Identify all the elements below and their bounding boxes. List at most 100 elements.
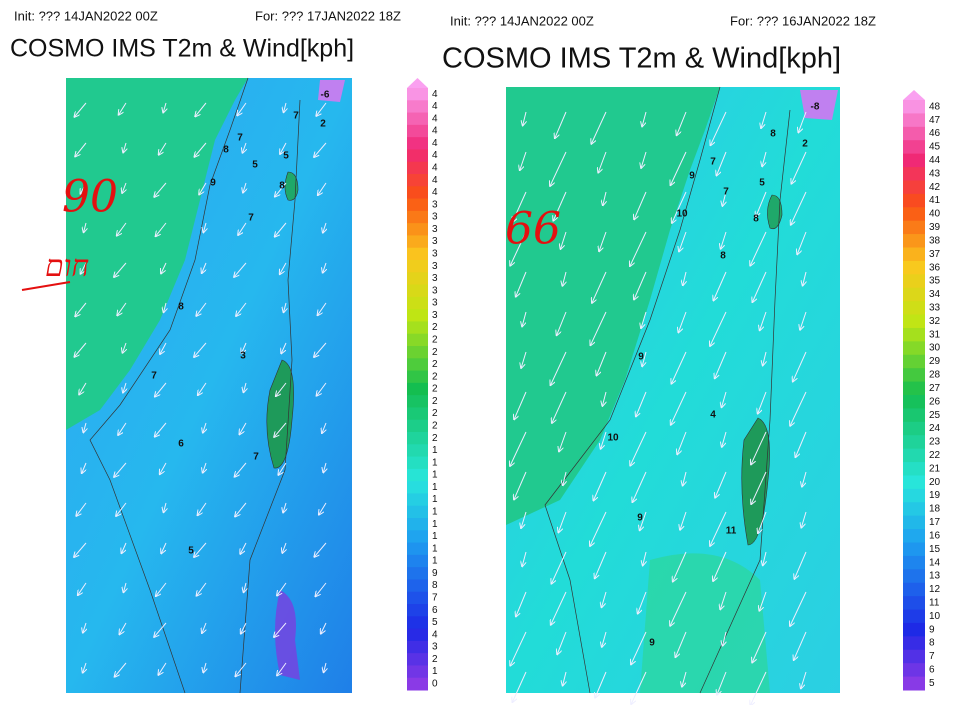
map-label: 7 (710, 157, 716, 168)
colorbar-cell (903, 327, 925, 342)
colorbar-cell (407, 616, 428, 630)
colorbar-label: 4 (432, 175, 438, 186)
wind-arrow (159, 142, 167, 155)
colorbar-label: 48 (929, 101, 941, 112)
colorbar-label: 47 (929, 115, 941, 126)
wind-arrow (244, 582, 246, 592)
wind-arrow (552, 391, 567, 423)
panel: Init: ??? 14JAN2022 00Z For: ??? 17JAN20… (10, 8, 438, 694)
colorbar-label: 41 (929, 195, 941, 206)
wind-arrow (595, 671, 607, 698)
colorbar-cell (903, 260, 925, 275)
wind-arrow (598, 151, 607, 173)
wind-arrow (593, 471, 607, 500)
colorbar-label: 8 (929, 638, 935, 649)
colorbar-label: 24 (929, 423, 941, 434)
wind-arrow (83, 662, 86, 673)
wind-arrow (161, 262, 167, 273)
wind-arrow (523, 111, 526, 125)
colorbar-label: 15 (929, 544, 941, 555)
colorbar-label: 5 (432, 617, 438, 628)
wind-arrow (634, 271, 647, 299)
wind-arrow (516, 271, 527, 297)
map-label: 3 (240, 351, 246, 362)
wind-arrow (234, 262, 247, 277)
colorbar-label: 1 (432, 445, 438, 456)
colorbar-label: 19 (929, 490, 941, 501)
wind-arrow (638, 591, 647, 613)
colorbar-label: 1 (432, 494, 438, 505)
wind-arrow (670, 591, 687, 626)
wind-arrow (81, 182, 87, 194)
wind-arrow (122, 182, 126, 193)
colorbar-cell (903, 341, 925, 356)
lake (767, 194, 783, 229)
colorbar-cell (903, 247, 925, 262)
colorbar-cell (903, 153, 925, 168)
colorbar-cell (903, 314, 925, 329)
colorbar-label: 46 (929, 128, 941, 139)
wind-arrow (562, 271, 566, 286)
wind-arrow (74, 542, 87, 557)
colorbar-cell (903, 180, 925, 195)
wind-arrow (591, 111, 607, 144)
colorbar-label: 20 (929, 477, 941, 488)
wind-arrow (671, 351, 687, 384)
colorbar-cell (407, 591, 428, 605)
colorbar-cap (903, 90, 925, 100)
wind-arrow (235, 462, 247, 477)
wind-arrow (123, 582, 126, 592)
colorbar-cell (903, 676, 925, 691)
colorbar-label: 22 (929, 450, 941, 461)
wind-arrow (801, 671, 807, 688)
colorbar-cell (903, 220, 925, 235)
wind-arrow (721, 231, 727, 249)
wind-arrow (557, 311, 567, 335)
colorbar-cell (407, 432, 428, 445)
colorbar-cell (903, 515, 925, 530)
colorbar-label: 3 (432, 212, 438, 223)
wind-arrow (84, 222, 86, 232)
colorbar-label: 36 (929, 262, 941, 273)
wind-arrow (802, 471, 807, 487)
wind-arrow (592, 271, 607, 303)
wind-arrow (793, 351, 807, 381)
wind-arrow (277, 582, 287, 595)
colorbar-label: 2 (432, 433, 438, 444)
wind-arrow (641, 151, 647, 168)
colorbar-label: 17 (929, 517, 941, 528)
wind-arrow (759, 591, 767, 611)
wind-arrow (677, 431, 687, 454)
wind-arrow (636, 391, 647, 416)
colorbar-label: 3 (432, 298, 438, 309)
wind-arrow (521, 351, 527, 368)
wind-arrow (75, 102, 87, 117)
wind-arrow (236, 302, 247, 316)
wind-arrows (74, 102, 326, 677)
colorbar-cell (407, 210, 428, 224)
valid-time: For: ??? 17JAN2022 18Z (255, 8, 401, 23)
map-label: 10 (676, 209, 688, 220)
wind-arrow (238, 222, 247, 235)
cold-area (275, 590, 300, 680)
valid-time: For: ??? 16JAN2022 18Z (730, 13, 876, 28)
colorbar-label: 2 (432, 334, 438, 345)
colorbar-cell (903, 462, 925, 476)
wind-arrow (750, 231, 767, 266)
wind-arrow (195, 102, 207, 116)
map-label: 7 (237, 133, 243, 144)
wind-arrow (751, 471, 767, 504)
map-label: 8 (279, 181, 285, 192)
colorbar-label: 2 (432, 396, 438, 407)
wind-arrow (510, 231, 527, 266)
colorbar-label: 44 (929, 155, 941, 166)
colorbar-cell (407, 370, 428, 384)
colorbar-cap (407, 78, 428, 88)
wind-arrow (122, 542, 127, 553)
colorbar-label: 21 (929, 463, 941, 474)
colorbar-label: 28 (929, 370, 941, 381)
wind-arrow (563, 671, 566, 685)
colorbar-label: 3 (432, 224, 438, 235)
